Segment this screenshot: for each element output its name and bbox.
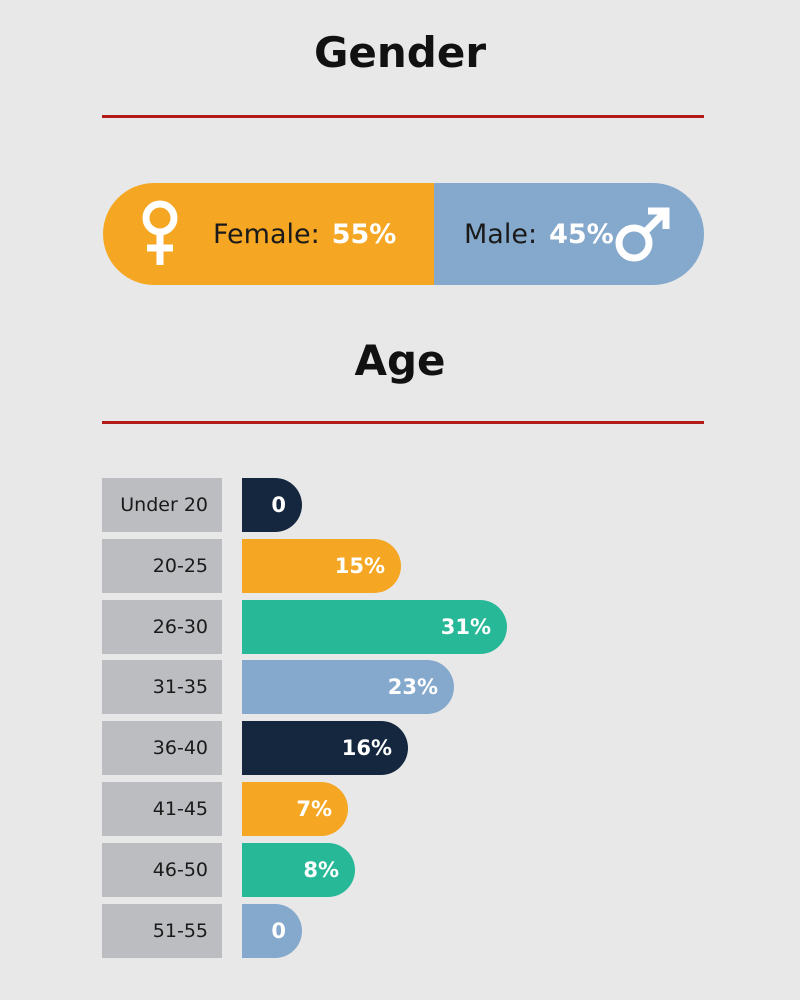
age-bar: 31% (242, 600, 507, 654)
age-category-label: 36-40 (102, 721, 222, 775)
female-label: Female: (213, 218, 320, 250)
age-category-label: 31-35 (102, 660, 222, 714)
age-bar-value: 23% (387, 675, 438, 699)
age-divider (102, 421, 704, 424)
age-bar-value: 7% (296, 797, 332, 821)
female-label-group: Female: 55% (213, 183, 396, 285)
age-bar: 23% (242, 660, 454, 714)
age-bar-value: 8% (303, 858, 339, 882)
age-bar-value: 0 (271, 919, 286, 943)
age-bar: 16% (242, 721, 408, 775)
male-percent: 45% (549, 218, 614, 250)
age-category-label: Under 20 (102, 478, 222, 532)
age-category-label: 41-45 (102, 782, 222, 836)
male-segment: Male: 45% (434, 183, 704, 285)
female-symbol-icon (137, 183, 183, 285)
age-bar: 8% (242, 843, 355, 897)
age-bar: 15% (242, 539, 401, 593)
age-title: Age (354, 336, 446, 385)
male-label-group: Male: 45% (464, 183, 614, 285)
gender-title: Gender (313, 28, 487, 77)
male-label: Male: (464, 218, 538, 250)
age-bar-value: 31% (440, 615, 491, 639)
age-category-label: 51-55 (102, 904, 222, 958)
male-symbol-icon (612, 183, 674, 285)
age-bar: 0 (242, 478, 302, 532)
age-category-label: 20-25 (102, 539, 222, 593)
age-bar: 7% (242, 782, 348, 836)
age-category-label: 46-50 (102, 843, 222, 897)
age-bar-value: 16% (341, 736, 392, 760)
gender-pill: Female: 55% Male: 45% (103, 183, 704, 285)
age-bar: 0 (242, 904, 302, 958)
age-bar-value: 15% (334, 554, 385, 578)
female-segment: Female: 55% (103, 183, 434, 285)
age-bar-value: 0 (271, 493, 286, 517)
gender-divider (102, 115, 704, 118)
female-percent: 55% (331, 218, 397, 250)
age-category-label: 26-30 (102, 600, 222, 654)
